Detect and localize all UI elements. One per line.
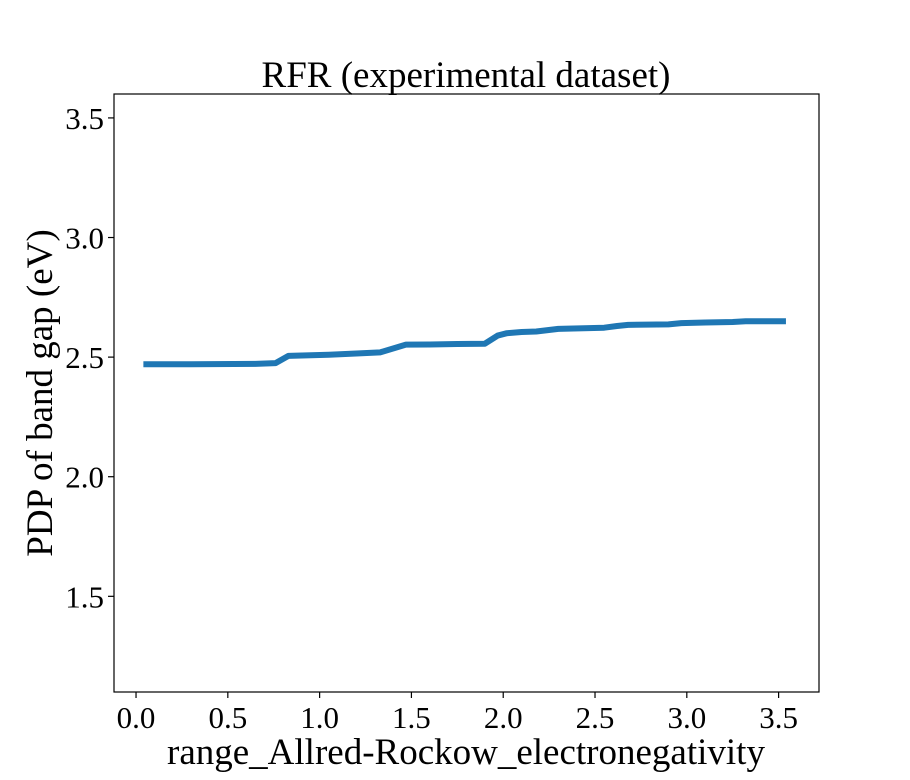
x-axis-ticks: 0.0 0.5 1.0 1.5 2.0 2.5 3.0 3.5: [117, 692, 798, 735]
y-tick-label: 3.5: [65, 101, 104, 136]
x-tick-label: 1.5: [392, 700, 431, 735]
y-tick-label: 2.0: [65, 460, 104, 495]
x-axis-title: range_Allred-Rockow_electronegativity: [167, 732, 765, 773]
x-tick-label: 3.0: [667, 700, 706, 735]
series-line: [143, 318, 786, 368]
y-tick-label: 1.5: [65, 579, 104, 614]
y-axis-ticks: 1.5 2.0 2.5 3.0 3.5: [65, 101, 114, 614]
chart-title: RFR (experimental dataset): [262, 55, 671, 96]
x-tick-label: 2.0: [484, 700, 523, 735]
y-tick-label: 3.0: [65, 221, 104, 256]
plot-area: [113, 93, 820, 693]
series-layer: [143, 318, 786, 368]
y-tick-label: 2.5: [65, 340, 104, 375]
x-tick-label: 3.5: [759, 700, 798, 735]
x-tick-label: 2.5: [576, 700, 615, 735]
y-axis-title: PDP of band gap (eV): [20, 229, 61, 556]
x-tick-label: 0.5: [208, 700, 247, 735]
x-tick-label: 0.0: [117, 700, 156, 735]
x-tick-label: 1.0: [300, 700, 339, 735]
